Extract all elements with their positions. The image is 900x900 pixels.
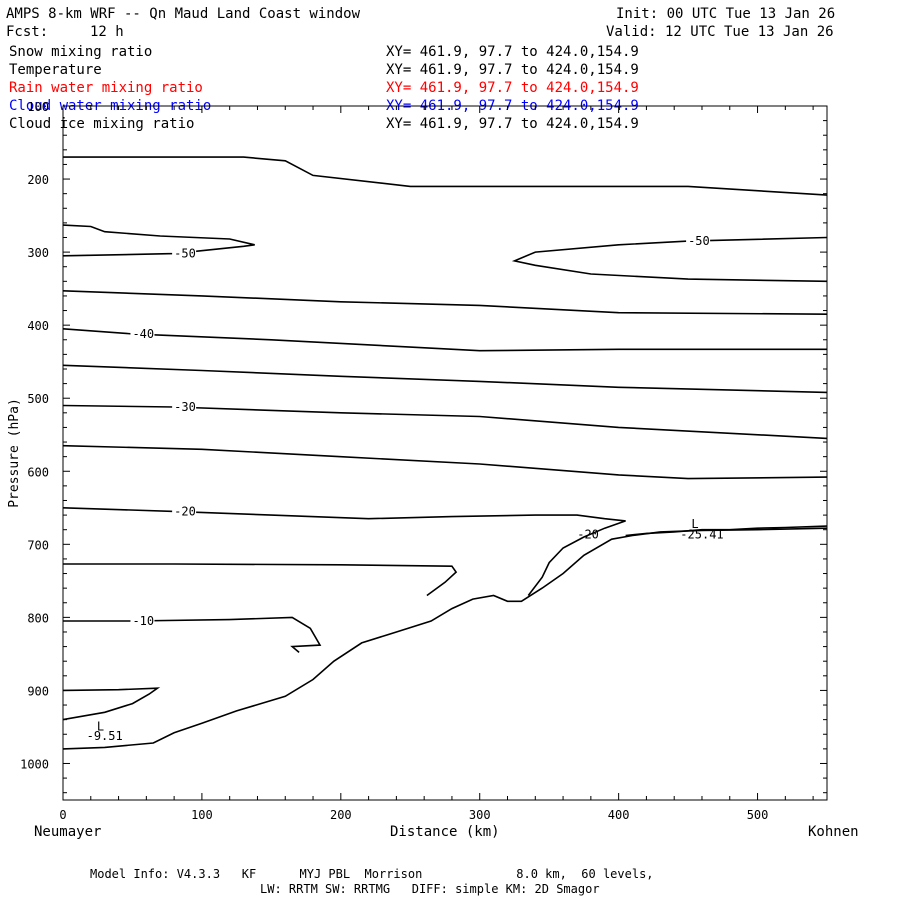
x-tick-label: 100: [191, 808, 213, 822]
contour-label-bg: [686, 234, 711, 248]
legend-name-temperature: Temperature: [9, 62, 102, 78]
y-tick-label: 500: [27, 392, 49, 406]
contour-label: -20: [174, 504, 196, 518]
init-time: Init: 00 UTC Tue 13 Jan 26: [616, 6, 836, 22]
contour-line: [63, 527, 827, 750]
contour-line: [63, 290, 827, 315]
contour-line: [63, 507, 626, 596]
chart-annotation: -9.51: [87, 729, 123, 743]
x-tick-label: 200: [330, 808, 352, 822]
contour-label-bg: [172, 399, 197, 413]
legend-name-rain: Rain water mixing ratio: [9, 80, 203, 96]
contour-line: [63, 404, 827, 440]
y-tick-label: 100: [27, 100, 49, 114]
valid-time: Valid: 12 UTC Tue 13 Jan 26: [606, 24, 834, 40]
contour-line: [63, 444, 827, 480]
contour-label-bg: [130, 614, 155, 628]
y-tick-label: 700: [27, 538, 49, 552]
y-tick-label: 600: [27, 465, 49, 479]
forecast-value: 12 h: [90, 24, 124, 40]
y-tick-label: 200: [27, 173, 49, 187]
y-tick-label: 1000: [20, 757, 49, 771]
legend-xy-temperature: XY= 461.9, 97.7 to 424.0,154.9: [386, 62, 639, 78]
contour-line: [63, 156, 827, 196]
x-tick-label: 0: [59, 808, 66, 822]
contour-line: [63, 328, 827, 352]
chart-annotation: L: [97, 720, 104, 734]
contour-label: -30: [174, 400, 196, 414]
model-info-line2: LW: RRTM SW: RRTMG DIFF: simple KM: 2D S…: [260, 882, 600, 896]
contour-line: [63, 563, 458, 597]
legend-xy-snow: XY= 461.9, 97.7 to 424.0,154.9: [386, 44, 639, 60]
legend-name-snow: Snow mixing ratio: [9, 44, 153, 60]
y-tick-label: 400: [27, 319, 49, 333]
contour-label: -50: [174, 247, 196, 261]
x-tick-label: 400: [608, 808, 630, 822]
contour-label: -10: [132, 614, 154, 628]
contour-line: [511, 236, 827, 283]
y-tick-label: 300: [27, 246, 49, 260]
contour-line: [63, 616, 322, 654]
y-axis-label: Pressure (hPa): [7, 398, 22, 508]
y-tick-label: 800: [27, 611, 49, 625]
contour-label: -40: [132, 327, 154, 341]
legend-xy-cloud-ice: XY= 461.9, 97.7 to 424.0,154.9: [386, 116, 639, 132]
legend-name-cloud-ice: Cloud ice mixing ratio: [9, 116, 195, 132]
contour-label-bg: [172, 246, 197, 260]
chart-annotation: L: [691, 517, 698, 531]
x-tick-label: 300: [469, 808, 491, 822]
contour-label-bg: [172, 504, 197, 518]
contour-line: [63, 687, 161, 721]
chart-annotation: -20: [577, 527, 599, 541]
chart-title: AMPS 8-km WRF -- Qn Maud Land Coast wind…: [6, 6, 361, 22]
x-axis-label: Distance (km): [390, 824, 500, 840]
forecast-label: Fcst:: [6, 24, 49, 40]
model-info-line1: Model Info: V4.3.3 KF MYJ PBL Morrison 8…: [90, 867, 654, 881]
right-station-label: Kohnen: [808, 824, 859, 840]
left-station-label: Neumayer: [34, 824, 102, 840]
contour-label: -50: [688, 234, 710, 248]
y-tick-label: 900: [27, 684, 49, 698]
contour-label-bg: [130, 326, 155, 340]
plot-frame: [62, 105, 828, 801]
x-tick-label: 500: [747, 808, 769, 822]
legend-xy-rain: XY= 461.9, 97.7 to 424.0,154.9: [386, 80, 639, 96]
chart-annotation: -25.41: [680, 527, 723, 541]
contour-line: [63, 224, 255, 257]
contour-line: [63, 364, 827, 394]
